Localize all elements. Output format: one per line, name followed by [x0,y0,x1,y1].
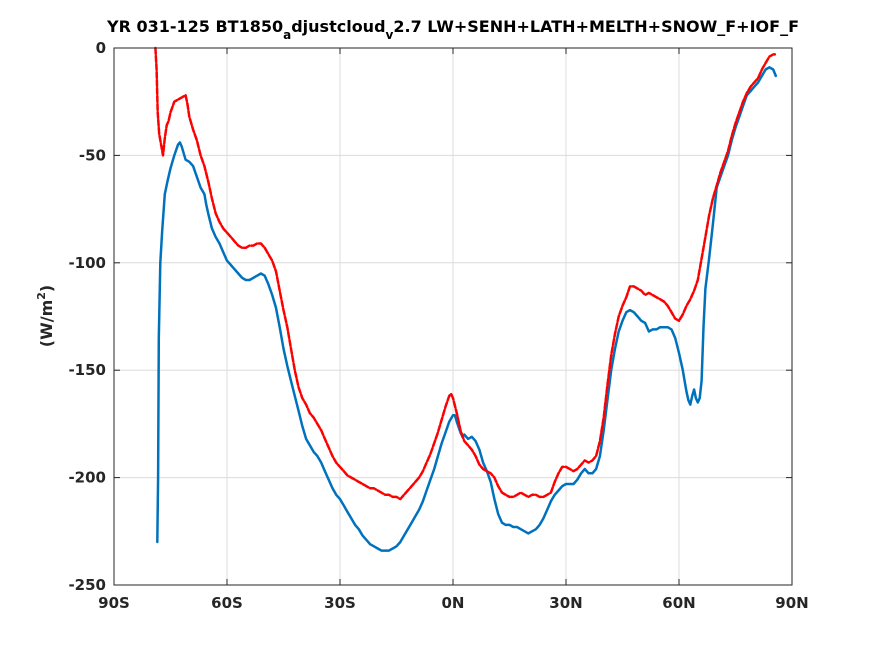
grid [114,48,792,585]
y-axis-label: (W/m2) [35,285,56,347]
x-tick-label: 90N [775,594,808,612]
chart-title: YR 031-125 BT1850adjustcloudv2.7 LW+SENH… [106,17,799,42]
x-tick-label: 60N [662,594,695,612]
y-tick-label: -150 [68,361,106,379]
axes-ticks: 90S 60S 30S 0N 30N 60N 90N -250 -200 -150 -100 -50 0 [68,39,808,612]
y-tick-label: -50 [79,146,106,164]
chart-title-mid: djustcloud [291,17,385,36]
y-tick-label: -250 [68,576,106,594]
y-axis-label-main: (W/m [37,300,56,347]
y-tick-label: -100 [68,254,106,272]
chart-title-sub1: a [283,28,291,42]
y-axis-label-sup: 2 [35,292,48,300]
y-tick-label: 0 [96,39,106,57]
x-tick-label: 60S [211,594,243,612]
x-tick-label: 0N [442,594,465,612]
x-tick-label: 30N [549,594,582,612]
chart-title-prefix: YR 031-125 BT1850 [106,17,283,36]
series-layer [154,46,778,552]
chart-title-suffix: 2.7 LW+SENH+LATH+MELTH+SNOW_F+IOF_F [393,17,799,36]
x-tick-label: 90S [98,594,130,612]
x-tick-label: 30S [324,594,356,612]
y-axis-label-close: ) [37,285,56,292]
y-tick-label: -200 [68,469,106,487]
series-line-red [154,46,778,501]
chart-title-sub2: v [386,28,394,42]
